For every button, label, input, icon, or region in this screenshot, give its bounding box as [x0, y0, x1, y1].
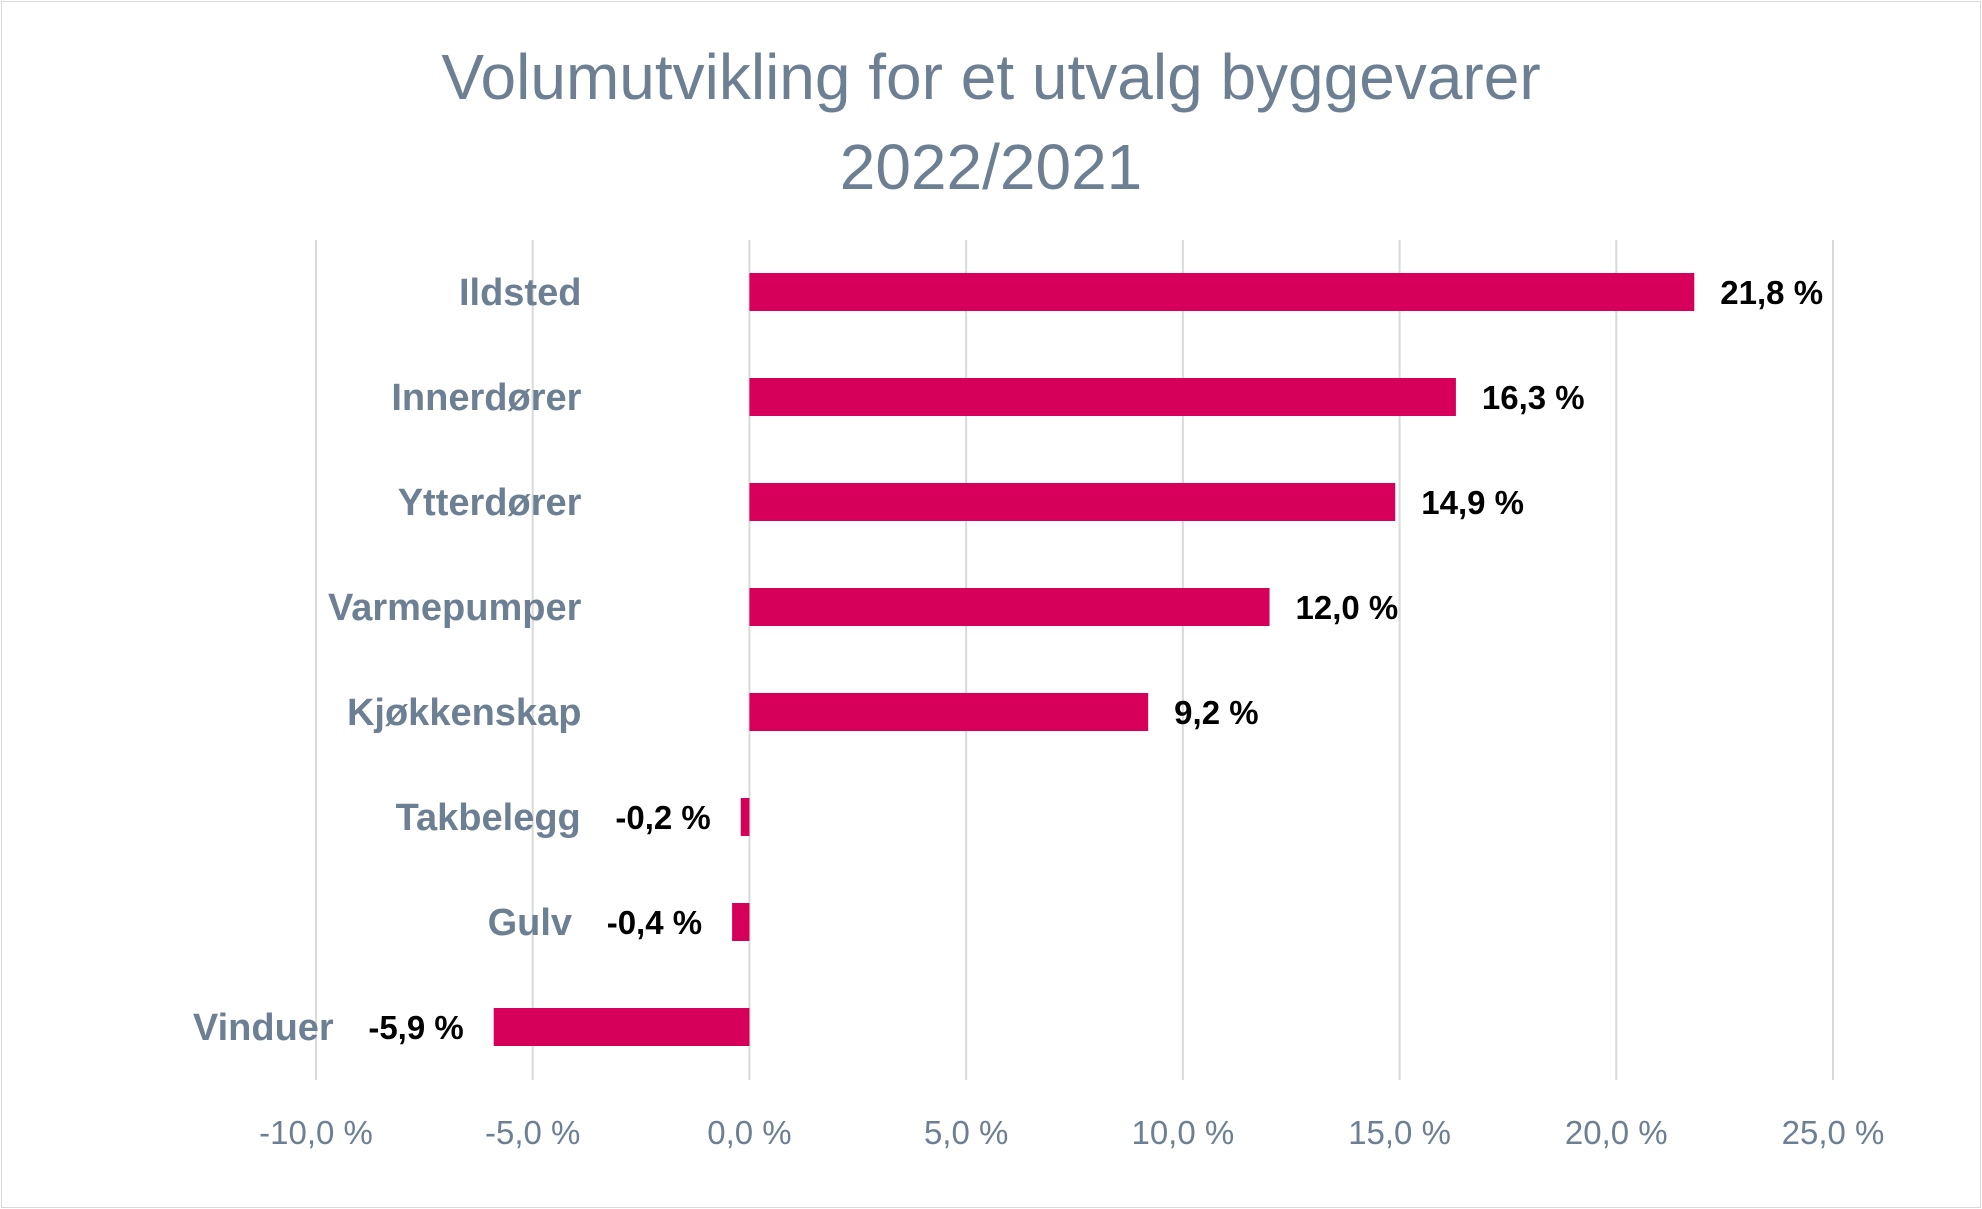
x-tick-label: 0,0 % — [707, 1114, 791, 1151]
x-tick-label: 20,0 % — [1565, 1114, 1668, 1151]
category-label: Varmepumper — [328, 587, 582, 629]
category-label: Kjøkkenskap — [347, 692, 581, 734]
category-label: Ytterdører — [398, 482, 582, 524]
x-tick-label: 25,0 % — [1782, 1114, 1885, 1151]
category-label: Ildsted — [459, 272, 581, 314]
data-label: 16,3 % — [1482, 379, 1585, 416]
bar — [732, 903, 750, 941]
category-label: Vinduer — [193, 1007, 334, 1049]
data-label: 9,2 % — [1174, 694, 1258, 731]
category-label: Takbelegg — [396, 797, 581, 839]
gridlines — [315, 240, 1834, 1080]
bar — [749, 693, 1149, 731]
category-labels: Ildsted Innerdører Ytterdører Varmepumper Kj… — [193, 272, 582, 1049]
bars — [493, 273, 1695, 1046]
data-label: 12,0 % — [1296, 589, 1399, 626]
value-labels: 21,8 % 16,3 % 14,9 % 12,0 % 9,2 % -0,2 % -0,4 … — [368, 274, 1823, 1046]
bar — [749, 483, 1396, 521]
x-tick-label: 5,0 % — [924, 1114, 1008, 1151]
x-tick-label: -5,0 % — [485, 1114, 580, 1151]
category-label: Innerdører — [391, 377, 581, 419]
bar — [749, 273, 1695, 311]
x-tick-label: -10,0 % — [259, 1114, 373, 1151]
chart-title: Volumutvikling for et utvalg byggevarer … — [0, 32, 1982, 212]
data-label: -5,9 % — [368, 1009, 463, 1046]
bar — [493, 1008, 750, 1046]
data-label: 21,8 % — [1720, 274, 1823, 311]
x-axis-tick-labels: -10,0 % -5,0 % 0,0 % 5,0 % 10,0 % 15,0 % 20,0 … — [259, 1114, 1884, 1151]
bar — [749, 588, 1270, 626]
bar — [740, 798, 750, 836]
bar — [749, 378, 1456, 416]
chart-title-line-1: Volumutvikling for et utvalg byggevarer — [441, 41, 1541, 113]
category-label: Gulv — [488, 902, 572, 944]
data-label: -0,2 % — [615, 799, 710, 836]
x-tick-label: 10,0 % — [1131, 1114, 1234, 1151]
data-label: -0,4 % — [607, 904, 702, 941]
chart-title-line-2: 2022/2021 — [839, 131, 1143, 203]
x-tick-label: 15,0 % — [1348, 1114, 1451, 1151]
data-label: 14,9 % — [1421, 484, 1524, 521]
